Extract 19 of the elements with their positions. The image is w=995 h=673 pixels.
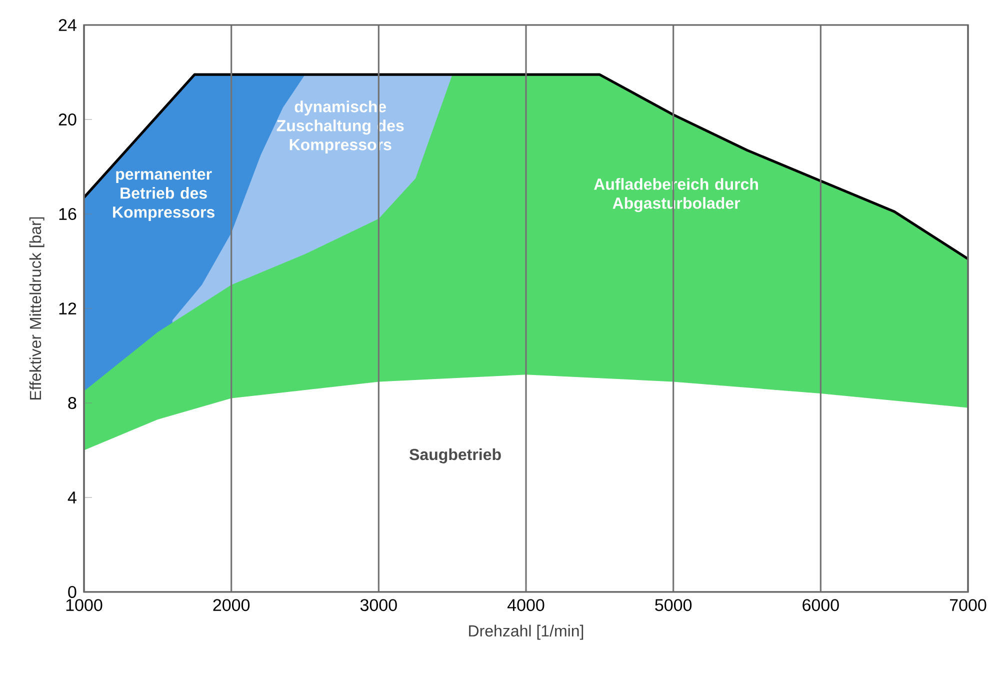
x-tick-label: 7000 (950, 599, 986, 612)
x-tick-label: 6000 (802, 599, 839, 612)
y-tick-label: 0 (68, 586, 76, 598)
x-tick-label: 4000 (507, 599, 544, 612)
series-label: Saugbetrieb (410, 448, 501, 464)
y-tick-label: 8 (68, 396, 76, 409)
x-tick-label: 3000 (360, 599, 397, 612)
y-tick-label: 16 (59, 208, 76, 220)
y-tick-label: 4 (68, 492, 76, 504)
y-tick-label: 20 (58, 113, 76, 126)
x-axis-title: Drehzahl [1/min] (469, 624, 584, 640)
line-series (84, 73, 968, 260)
x-tick-label: 5000 (655, 599, 692, 612)
y-tick-label: 12 (59, 302, 76, 314)
x-tick-label: 2000 (213, 599, 250, 612)
series-label: permanenter Betrieb des Kompressors (113, 169, 214, 221)
x-tick-label: 1000 (66, 599, 102, 612)
y-axis-title: Effektiver Mitteldruck [bar] (29, 217, 44, 400)
y-tick-label: 24 (58, 19, 76, 31)
